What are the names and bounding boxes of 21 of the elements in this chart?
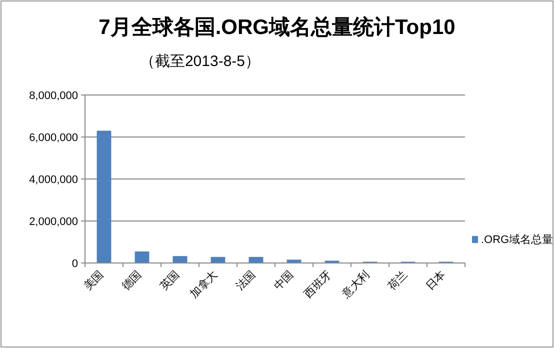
y-tick-label: 8,000,000 <box>29 90 78 102</box>
chart-subtitle: （截至2013-8-5） <box>140 53 260 70</box>
x-tick-label: 意大利 <box>338 268 372 302</box>
x-tick-label: 英国 <box>157 268 182 293</box>
x-tick-label: 法国 <box>233 268 258 293</box>
y-tick-label: 4,000,000 <box>29 174 78 186</box>
y-tick-label: 6,000,000 <box>29 132 78 144</box>
y-tick-label: 0 <box>72 258 78 270</box>
x-tick-label: 西班牙 <box>302 268 334 300</box>
x-tick-label: 日本 <box>423 268 448 293</box>
x-tick-label: 德国 <box>120 268 144 293</box>
bar <box>96 130 112 263</box>
bar <box>172 256 188 263</box>
x-tick-label: 加拿大 <box>188 268 220 300</box>
bar <box>134 251 150 263</box>
x-tick-label: 荷兰 <box>385 268 410 293</box>
legend-label: .ORG域名总量 <box>481 233 554 246</box>
chart-title: 7月全球各国.ORG域名总量统计Top10 <box>98 15 456 39</box>
y-tick-label: 2,000,000 <box>29 216 78 228</box>
x-tick-label: 美国 <box>81 268 106 293</box>
x-tick-label: 中国 <box>271 268 296 293</box>
